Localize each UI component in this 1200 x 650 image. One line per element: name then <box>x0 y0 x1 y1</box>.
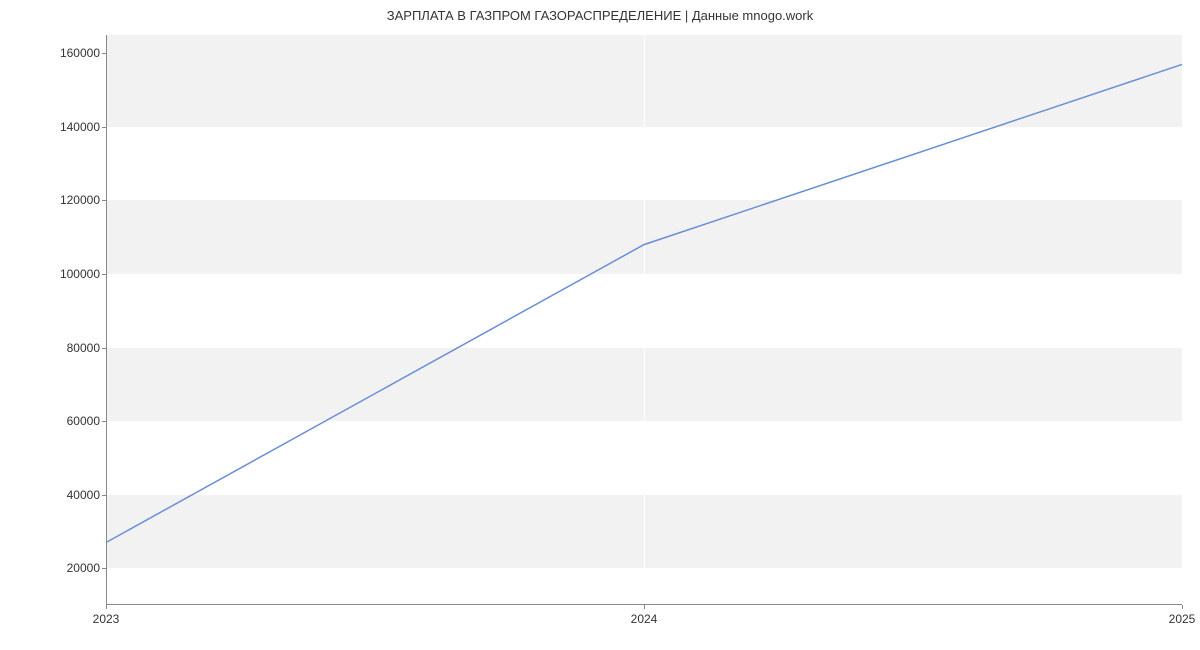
data-line <box>106 64 1182 542</box>
y-tick-label: 40000 <box>10 488 100 502</box>
y-tick-mark <box>102 200 106 201</box>
y-tick-mark <box>102 568 106 569</box>
y-tick-label: 160000 <box>10 46 100 60</box>
y-tick-mark <box>102 421 106 422</box>
x-tick-mark <box>106 605 107 609</box>
chart-title: ЗАРПЛАТА В ГАЗПРОМ ГАЗОРАСПРЕДЕЛЕНИЕ | Д… <box>0 8 1200 23</box>
y-tick-mark <box>102 127 106 128</box>
x-tick-mark <box>1182 605 1183 609</box>
y-tick-label: 80000 <box>10 341 100 355</box>
y-tick-label: 140000 <box>10 120 100 134</box>
line-chart: ЗАРПЛАТА В ГАЗПРОМ ГАЗОРАСПРЕДЕЛЕНИЕ | Д… <box>0 0 1200 650</box>
y-tick-label: 120000 <box>10 193 100 207</box>
chart-svg <box>106 35 1182 605</box>
x-tick-label: 2025 <box>1169 612 1196 626</box>
x-gridline <box>1182 35 1183 605</box>
y-tick-mark <box>102 274 106 275</box>
y-tick-label: 20000 <box>10 561 100 575</box>
y-tick-mark <box>102 495 106 496</box>
y-tick-mark <box>102 348 106 349</box>
y-tick-label: 100000 <box>10 267 100 281</box>
y-axis-line <box>106 35 107 605</box>
x-tick-mark <box>644 605 645 609</box>
y-tick-mark <box>102 53 106 54</box>
y-tick-label: 60000 <box>10 414 100 428</box>
x-tick-label: 2024 <box>631 612 658 626</box>
x-tick-label: 2023 <box>93 612 120 626</box>
plot-area <box>106 35 1182 605</box>
